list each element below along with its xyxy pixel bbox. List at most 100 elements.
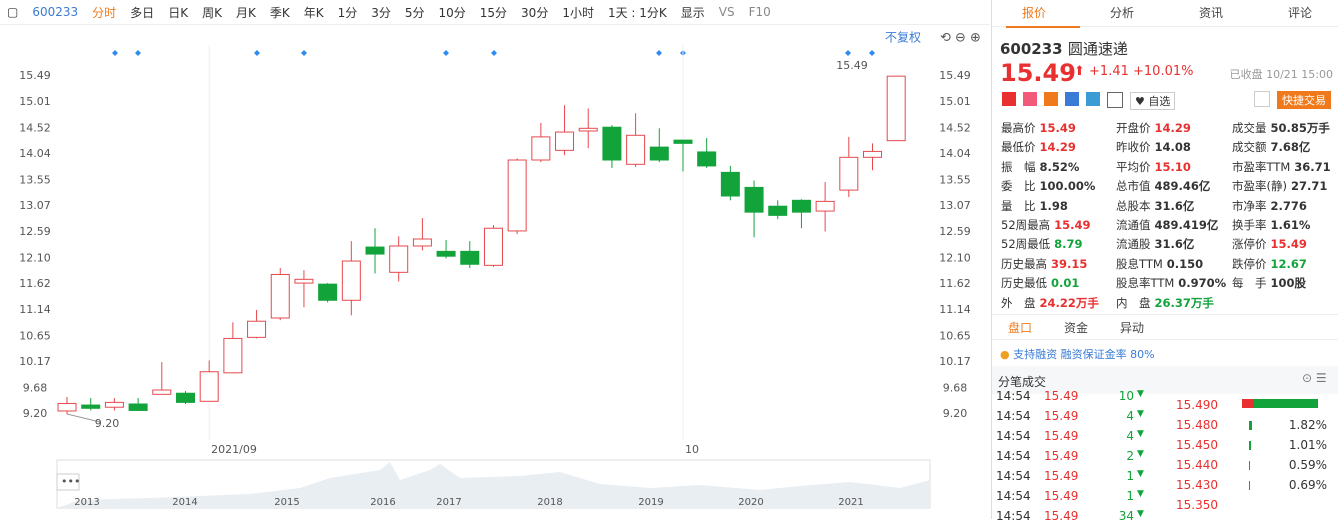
stat-label: 平均价	[1116, 159, 1151, 174]
period-button[interactable]: 多日	[130, 5, 155, 20]
trade-price: 15.49	[1044, 409, 1079, 423]
stat: 市盈率TTM 36.71	[1232, 159, 1331, 175]
stat-value: 15.49	[1039, 121, 1076, 135]
period-button[interactable]: 1小时	[562, 5, 594, 20]
period-button[interactable]: 1天 : 1分K	[607, 5, 667, 20]
stat-label: 量 比	[1001, 198, 1036, 213]
period-button[interactable]: 分时	[92, 5, 117, 20]
candle-body	[294, 278, 314, 284]
candle-body	[128, 403, 148, 411]
candle-body	[270, 273, 290, 319]
stat: 最低价 14.29	[1001, 139, 1076, 155]
y-tick-label: 14.52	[19, 121, 51, 134]
stat-label: 跌停价	[1232, 256, 1267, 271]
panel-tab[interactable]: 评论	[1288, 6, 1313, 20]
overview-handle[interactable]	[56, 473, 80, 491]
stat-label: 昨收价	[1116, 140, 1151, 155]
stat: 流通值 489.419亿	[1116, 217, 1218, 233]
watch-button[interactable]: ♥ 自选	[1130, 92, 1176, 110]
stat-value: 0.970%	[1178, 276, 1227, 291]
depth-price: 15.440	[1176, 458, 1218, 472]
stat-value: 489.419亿	[1154, 218, 1219, 232]
market-status: 已收盘 10/21 15:00	[1229, 68, 1333, 81]
overview-year: 2015	[274, 497, 299, 508]
depth-price: 15.430	[1176, 478, 1218, 492]
stock-code[interactable]: 600233	[32, 5, 79, 19]
stat-label: 涨停价	[1232, 237, 1267, 252]
stat: 股息率TTM 0.970%	[1116, 275, 1226, 291]
y-tick-label: 9.68	[23, 381, 48, 394]
restore-toggle[interactable]: 不复权	[885, 31, 921, 45]
stat-label: 委 比	[1001, 179, 1036, 194]
stat-value: 8.79	[1054, 237, 1083, 252]
stat-label: 最低价	[1001, 140, 1036, 155]
period-button[interactable]: 周K	[202, 5, 222, 20]
stat-label: 股息TTM	[1116, 256, 1163, 271]
quick-trade[interactable]: 快捷交易	[1277, 91, 1331, 109]
tool-button[interactable]: VS	[718, 5, 735, 19]
candle-body	[697, 151, 717, 167]
candle-body	[341, 260, 361, 301]
panel-tab[interactable]: 报价	[1022, 6, 1047, 20]
bell-icon[interactable]	[1254, 91, 1270, 107]
stat: 外 盘 24.22万手	[1001, 295, 1099, 311]
depth-label: 1.01%	[1288, 438, 1327, 452]
y-tick-label: 13.55	[19, 173, 51, 186]
period-button[interactable]: 月K	[235, 5, 256, 20]
period-button[interactable]: 年K	[303, 5, 324, 20]
detail-tab[interactable]: 资金	[1064, 321, 1089, 335]
ticks-tools[interactable]: ⊙ ☰	[1302, 371, 1327, 385]
stat-label: 流通值	[1116, 218, 1151, 232]
reset-icon[interactable]: ⟲ ⊖ ⊕	[940, 31, 981, 46]
detail-tab[interactable]: 盘口	[1008, 321, 1033, 335]
panel-tab[interactable]: 资讯	[1199, 6, 1224, 20]
stat-label: 开盘价	[1116, 121, 1151, 135]
candle-body	[839, 156, 859, 191]
trade-volume: 1	[1126, 489, 1134, 503]
stat-value: 15.49	[1270, 237, 1307, 252]
y-tick-label: 11.14	[19, 303, 51, 316]
period-button[interactable]: 30分	[521, 5, 549, 20]
candle-body	[507, 159, 527, 232]
stat-value: 1.61%	[1270, 218, 1311, 232]
stat: 量 比 1.98	[1001, 198, 1068, 214]
stat-value: 31.6亿	[1154, 237, 1195, 252]
change: +1.41	[1089, 64, 1129, 79]
stat-value: 489.46亿	[1154, 179, 1211, 194]
candle-body	[578, 127, 598, 132]
change-row: ⬆ +1.41 +10.01%	[1074, 64, 1194, 79]
candle-body	[815, 200, 835, 212]
overview-area	[57, 462, 930, 508]
period-button[interactable]: 1分	[337, 5, 358, 20]
trade-price: 15.49	[1044, 469, 1079, 483]
period-button[interactable]: 日K	[168, 5, 189, 20]
panel-tab[interactable]: 分析	[1110, 6, 1135, 20]
stat: 振 幅 8.52%	[1001, 159, 1079, 175]
stat: 52周最低 8.79	[1001, 236, 1083, 252]
tool-button[interactable]: F10	[748, 5, 771, 19]
trade-price: 15.49	[1044, 489, 1079, 503]
overview-year: 2016	[370, 497, 395, 508]
period-button[interactable]: 季K	[269, 5, 290, 20]
trade-price: 15.49	[1044, 389, 1079, 403]
stat: 总股本 31.6亿	[1116, 198, 1194, 214]
period-button[interactable]: 5分	[404, 5, 425, 20]
period-button[interactable]: 10分	[438, 5, 466, 20]
candle-body	[649, 146, 669, 161]
stat-value: 100.00%	[1039, 179, 1096, 194]
stat-value: 15.10	[1154, 159, 1191, 174]
stat-label: 历史最低	[1001, 276, 1047, 291]
candle-body	[555, 131, 575, 151]
y-tick-label-right: 14.52	[939, 121, 971, 134]
stat-value: 1.98	[1039, 198, 1068, 213]
stat-value: 50.85万手	[1270, 121, 1330, 135]
period-button[interactable]: 3分	[371, 5, 391, 20]
period-button[interactable]: 显示	[680, 5, 705, 20]
detail-tab[interactable]: 异动	[1120, 321, 1145, 335]
menu-icon[interactable]: ▢	[7, 5, 19, 19]
candle-body	[436, 250, 456, 257]
trade-volume: 4	[1126, 429, 1134, 443]
stat-value: 2.776	[1270, 198, 1307, 213]
period-button[interactable]: 15分	[479, 5, 508, 20]
detail-tabs: 盘口 资金 异动	[992, 314, 1338, 340]
